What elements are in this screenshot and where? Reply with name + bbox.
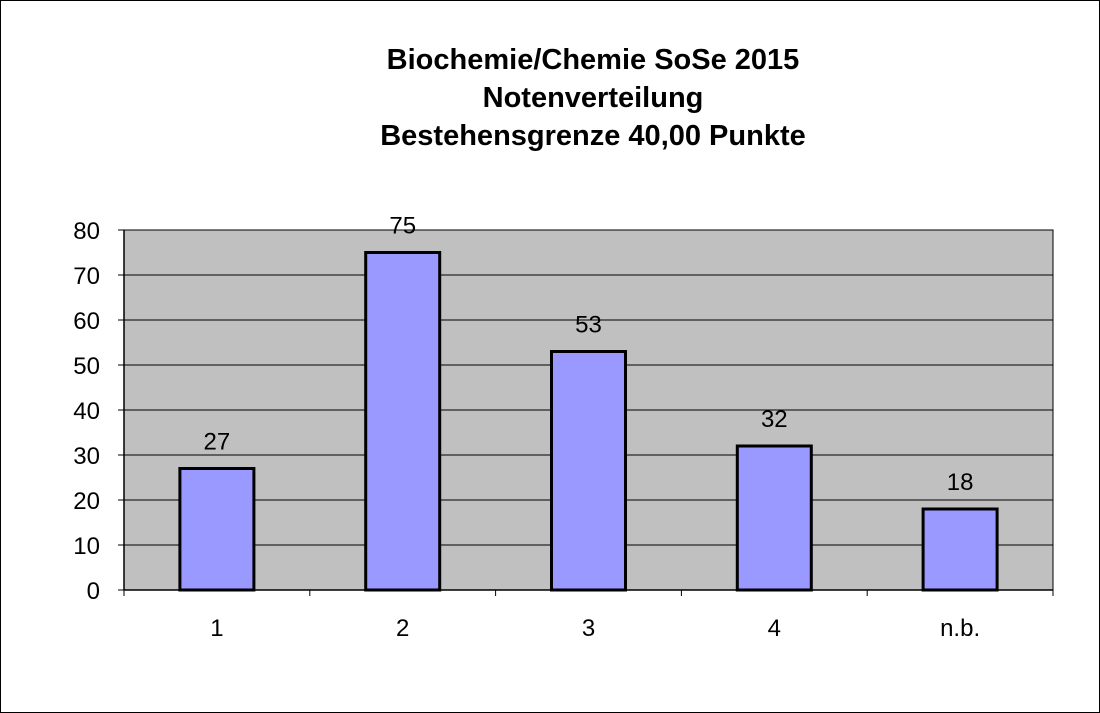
- x-tick-label-2: 2: [396, 615, 409, 642]
- x-tick-label-3: 3: [582, 615, 595, 642]
- axes: [118, 229, 1054, 596]
- bar-3: [550, 350, 627, 592]
- y-tick-label-80: 80: [73, 218, 100, 245]
- bar-5: [921, 507, 999, 592]
- chart-title-line-3: Bestehensgrenze 40,00 Punkte: [380, 120, 806, 152]
- chart-title: Biochemie/Chemie SoSe 2015 Notenverteilu…: [380, 44, 806, 152]
- x-tick-label-5: n.b.: [940, 615, 980, 642]
- y-axis-tick-labels: 0 10 20 30 40 50 60 70 80: [73, 218, 100, 605]
- bar-1: [178, 467, 256, 592]
- data-label-5: 18: [947, 469, 974, 496]
- chart-title-line-1: Biochemie/Chemie SoSe 2015: [387, 44, 800, 76]
- chart-title-line-2: Notenverteilung: [483, 82, 704, 114]
- y-tick-label-30: 30: [73, 443, 100, 470]
- y-tick-label-70: 70: [73, 263, 100, 290]
- y-tick-label-10: 10: [73, 533, 100, 560]
- x-tick-label-1: 1: [210, 615, 223, 642]
- x-tick-label-4: 4: [768, 615, 781, 642]
- bar-4: [735, 444, 813, 592]
- data-label-3: 53: [575, 312, 602, 339]
- x-axis-tick-labels: 1 2 3 4 n.b.: [210, 615, 980, 642]
- bar-2: [364, 251, 442, 592]
- data-label-4: 32: [761, 406, 788, 433]
- y-tick-label-60: 60: [73, 308, 100, 335]
- data-label-2: 75: [389, 213, 416, 240]
- y-tick-label-0: 0: [87, 578, 100, 605]
- y-tick-label-20: 20: [73, 488, 100, 515]
- data-labels: 27 75 53 32 18: [204, 213, 974, 497]
- bars: [178, 251, 999, 592]
- y-tick-label-40: 40: [73, 398, 100, 425]
- data-label-1: 27: [204, 429, 231, 456]
- y-tick-label-50: 50: [73, 353, 100, 380]
